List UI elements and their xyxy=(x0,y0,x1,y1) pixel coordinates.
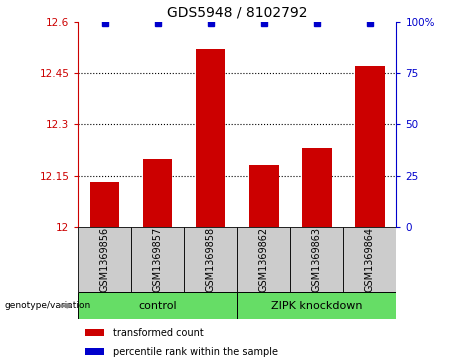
Bar xyxy=(302,148,331,227)
Text: percentile rank within the sample: percentile rank within the sample xyxy=(113,347,278,357)
Bar xyxy=(196,49,225,227)
Text: genotype/variation: genotype/variation xyxy=(5,301,91,310)
Bar xyxy=(85,329,104,336)
Text: GSM1369864: GSM1369864 xyxy=(365,227,375,292)
Bar xyxy=(249,166,278,227)
Bar xyxy=(85,348,104,355)
Bar xyxy=(237,292,396,319)
Text: GSM1369858: GSM1369858 xyxy=(206,227,216,292)
Bar xyxy=(143,159,172,227)
Text: GSM1369857: GSM1369857 xyxy=(153,227,163,292)
Bar xyxy=(184,227,237,292)
Text: control: control xyxy=(139,301,177,311)
Text: GSM1369856: GSM1369856 xyxy=(100,227,110,292)
Text: transformed count: transformed count xyxy=(113,328,204,338)
Bar xyxy=(78,292,237,319)
Text: ZIPK knockdown: ZIPK knockdown xyxy=(271,301,363,311)
Bar xyxy=(355,66,384,227)
Bar xyxy=(131,227,184,292)
Bar xyxy=(237,227,290,292)
Bar xyxy=(343,227,396,292)
Text: GSM1369863: GSM1369863 xyxy=(312,227,322,292)
Title: GDS5948 / 8102792: GDS5948 / 8102792 xyxy=(167,5,307,19)
Bar xyxy=(90,183,119,227)
Bar xyxy=(78,227,131,292)
Bar xyxy=(290,227,343,292)
Text: GSM1369862: GSM1369862 xyxy=(259,227,269,292)
